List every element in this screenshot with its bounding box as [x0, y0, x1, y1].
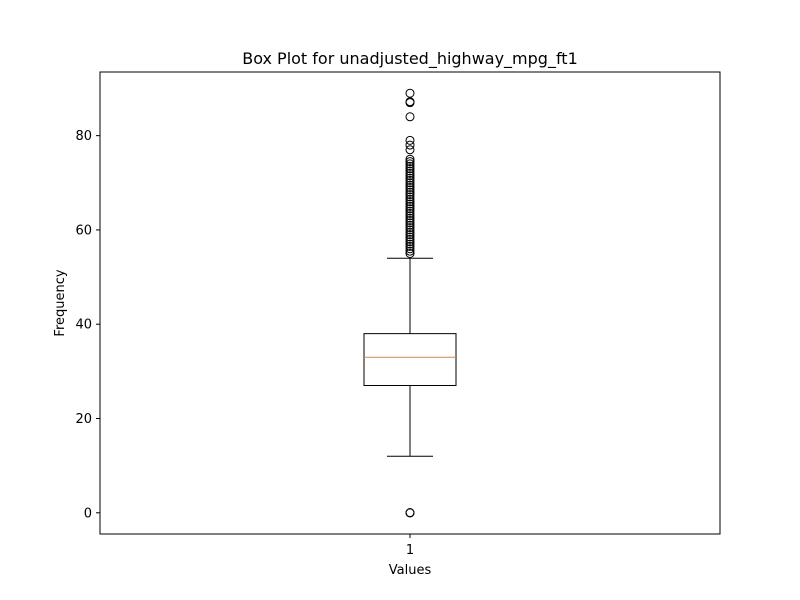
outlier-point: [405, 239, 415, 249]
x-axis-title: Values: [389, 563, 432, 578]
x-tick-label: 1: [406, 543, 414, 558]
outlier-point: [405, 187, 415, 197]
y-axis-title: Frequency: [53, 269, 68, 336]
outlier-point: [405, 230, 415, 240]
outlier-point: [405, 183, 415, 192]
outlier-point: [405, 241, 415, 251]
y-tick-label: 0: [84, 506, 92, 521]
outlier-point: [405, 161, 415, 171]
outlier-point: [405, 244, 415, 254]
outlier-point: [405, 164, 415, 174]
outlier-point: [405, 211, 415, 221]
outlier-point: [405, 192, 415, 202]
x-axis: 1: [406, 534, 414, 558]
outlier-point: [405, 220, 415, 230]
outlier-point: [405, 508, 415, 518]
outlier-point: [405, 194, 415, 204]
outlier-point: [405, 154, 415, 164]
outlier-point: [405, 159, 415, 169]
outlier-point: [405, 178, 415, 188]
outlier-point: [405, 166, 415, 176]
outlier-point: [405, 223, 415, 233]
chart-title: Box Plot for unadjusted_highway_mpg_ft1: [242, 49, 578, 69]
outlier-point: [405, 185, 415, 195]
outlier-point: [405, 249, 415, 258]
outlier-point: [405, 180, 415, 190]
iqr-box: [363, 333, 457, 386]
outlier-point: [405, 213, 415, 223]
outlier-point: [405, 157, 415, 167]
outlier-group: [405, 88, 415, 518]
outlier-point: [405, 135, 415, 145]
outlier-point: [405, 199, 415, 209]
outlier-point: [405, 208, 415, 218]
outlier-point: [405, 145, 415, 155]
y-tick-label: 80: [75, 129, 92, 144]
outlier-point: [405, 227, 415, 237]
outlier-point: [405, 197, 415, 207]
outlier-point: [405, 218, 415, 228]
outlier-point: [405, 234, 415, 244]
outlier-point: [405, 206, 415, 216]
box-group: [363, 257, 457, 457]
y-tick-label: 60: [75, 223, 92, 238]
outlier-point: [405, 225, 415, 235]
y-axis: 0 20 40 60 80: [75, 129, 100, 521]
y-tick-label: 40: [75, 318, 92, 333]
outlier-point: [405, 88, 415, 98]
outlier-point: [405, 171, 415, 181]
outlier-point: [405, 190, 415, 200]
outlier-point: [405, 168, 415, 178]
outlier-point: [405, 173, 415, 183]
outlier-point: [405, 112, 415, 122]
outlier-point: [405, 216, 415, 225]
outlier-point: [405, 237, 415, 247]
outlier-point: [405, 246, 415, 256]
outlier-point: [405, 140, 415, 150]
outlier-point: [405, 232, 415, 242]
outlier-point: [405, 204, 415, 214]
y-tick-label: 20: [75, 412, 92, 427]
outlier-point: [405, 201, 415, 211]
outlier-point: [405, 175, 415, 185]
